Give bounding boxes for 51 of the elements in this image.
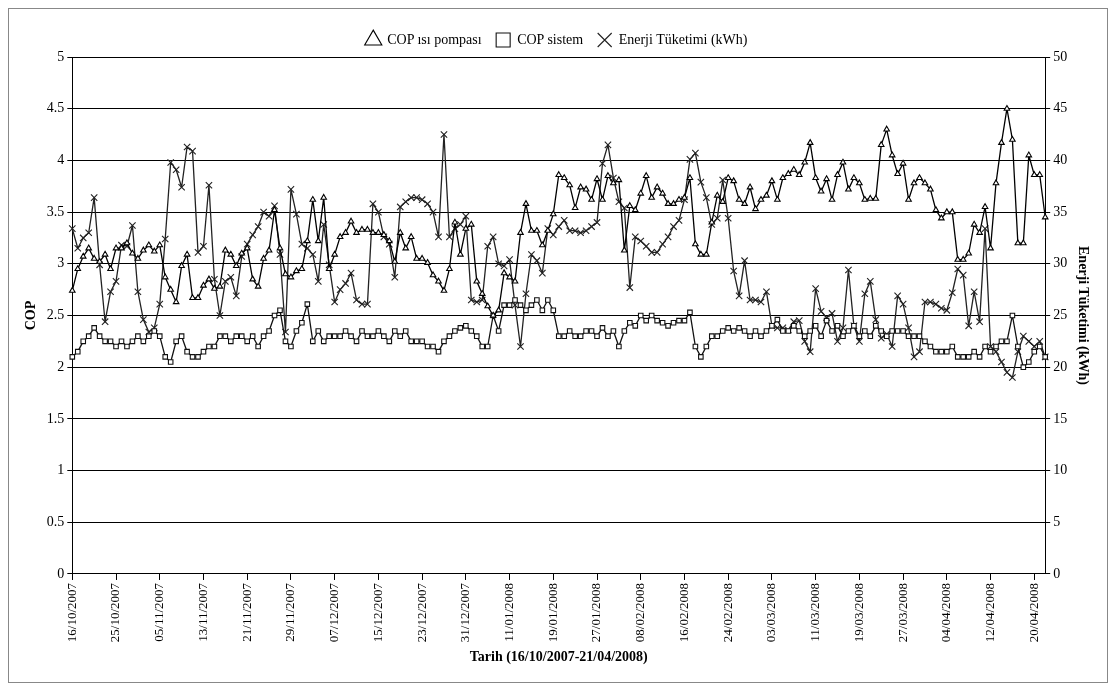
y-axis-title: COP bbox=[23, 300, 39, 331]
y2-tick-label: 5 bbox=[1053, 513, 1061, 529]
x-tick-label: 31/12/2007 bbox=[457, 582, 473, 643]
y2-tick-label: 50 bbox=[1053, 48, 1068, 64]
legend-label: COP sistem bbox=[517, 31, 584, 47]
x-tick-label: 25/10/2007 bbox=[107, 582, 123, 643]
y-tick-label: 2.5 bbox=[46, 307, 65, 323]
y2-tick-label: 45 bbox=[1053, 100, 1068, 116]
y-tick-label: 2 bbox=[57, 358, 65, 374]
x-tick-label: 27/01/2008 bbox=[588, 582, 604, 643]
y2-tick-label: 15 bbox=[1053, 410, 1068, 426]
x-tick-label: 15/12/2007 bbox=[369, 582, 385, 643]
legend-label: COP ısı pompası bbox=[387, 31, 482, 47]
x-tick-label: 08/02/2008 bbox=[632, 582, 648, 643]
x-tick-label: 20/04/2008 bbox=[1025, 582, 1041, 643]
y-tick-label: 3 bbox=[57, 255, 65, 271]
y2-axis-title: Enerji Tüketimi (kWh) bbox=[1074, 246, 1091, 386]
y-tick-label: 1.5 bbox=[46, 410, 65, 426]
x-tick-label: 07/12/2007 bbox=[326, 582, 342, 643]
y2-tick-label: 0 bbox=[1053, 565, 1061, 581]
x-tick-label: 05/11/2007 bbox=[151, 582, 167, 642]
y2-tick-label: 30 bbox=[1053, 255, 1068, 271]
x-tick-label: 24/02/2008 bbox=[719, 582, 735, 643]
y-tick-label: 4.5 bbox=[46, 100, 65, 116]
y2-tick-label: 10 bbox=[1053, 462, 1068, 478]
y2-tick-label: 25 bbox=[1053, 307, 1068, 323]
y2-tick-label: 20 bbox=[1053, 358, 1068, 374]
x-axis-title: Tarih (16/10/2007-21/04/2008) bbox=[469, 649, 649, 666]
x-tick-label: 21/11/2007 bbox=[238, 582, 254, 642]
x-tick-label: 11/03/2008 bbox=[807, 582, 823, 642]
x-tick-label: 27/03/2008 bbox=[894, 582, 910, 643]
y-tick-label: 4 bbox=[57, 152, 65, 168]
x-tick-label: 19/01/2008 bbox=[544, 582, 560, 643]
y-tick-label: 0.5 bbox=[46, 513, 65, 529]
x-tick-label: 13/11/2007 bbox=[194, 582, 210, 642]
legend-label: Enerji Tüketimi (kWh) bbox=[618, 31, 748, 48]
x-tick-label: 16/02/2008 bbox=[675, 582, 691, 643]
x-tick-label: 11/01/2008 bbox=[500, 582, 516, 642]
x-tick-label: 04/04/2008 bbox=[938, 582, 954, 643]
x-tick-label: 16/10/2007 bbox=[63, 582, 79, 643]
x-tick-label: 29/11/2007 bbox=[282, 582, 298, 642]
y-tick-label: 5 bbox=[57, 48, 65, 64]
y-tick-label: 1 bbox=[57, 462, 65, 478]
x-tick-label: 12/04/2008 bbox=[981, 582, 997, 643]
x-tick-label: 03/03/2008 bbox=[763, 582, 779, 643]
y-tick-label: 3.5 bbox=[46, 203, 65, 219]
y-tick-label: 0 bbox=[57, 565, 65, 581]
y2-tick-label: 35 bbox=[1053, 203, 1068, 219]
y2-tick-label: 40 bbox=[1053, 152, 1068, 168]
x-tick-label: 23/12/2007 bbox=[413, 582, 429, 643]
x-tick-label: 19/03/2008 bbox=[850, 582, 866, 643]
